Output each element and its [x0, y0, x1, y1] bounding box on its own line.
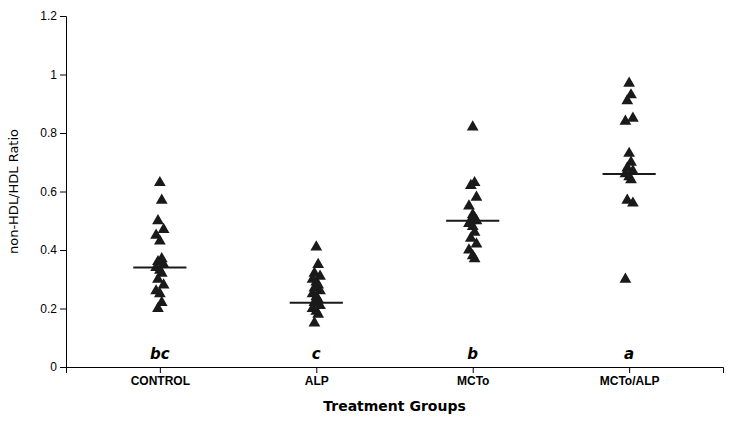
point	[152, 302, 164, 312]
y-tick-mark	[60, 75, 66, 76]
x-tick: CONTROL	[131, 367, 190, 388]
x-tick-label: ALP	[305, 374, 329, 388]
y-tick-mark	[60, 133, 66, 134]
point	[154, 287, 166, 297]
point	[154, 176, 166, 186]
y-tick: 1	[50, 68, 66, 82]
x-tick-mark	[316, 367, 317, 373]
median-line	[133, 267, 186, 269]
group-points	[620, 76, 639, 282]
y-tick-mark	[60, 309, 66, 310]
y-tick: 1.2	[40, 9, 66, 23]
y-tick-label: 0	[50, 360, 57, 374]
y-tick-label: 0.8	[40, 126, 57, 140]
point	[465, 179, 477, 189]
y-tick-mark	[60, 367, 66, 368]
significance-label: bc	[150, 345, 170, 363]
significance-label: c	[312, 345, 321, 363]
x-axis: CONTROL ALP MCTo MCTo/ALP	[67, 367, 724, 388]
y-tick: 0.2	[40, 302, 66, 316]
x-tick: ALP	[305, 367, 329, 388]
x-tick-mark	[629, 367, 630, 373]
point	[312, 308, 324, 318]
marks	[133, 76, 655, 326]
y-tick: 0.8	[40, 126, 66, 140]
point	[158, 223, 170, 233]
median-line	[290, 302, 343, 304]
point	[623, 147, 635, 157]
y-tick-label: 1	[50, 68, 57, 82]
significance-label: a	[624, 345, 634, 363]
point	[312, 258, 324, 268]
y-tick-label: 1.2	[40, 9, 57, 23]
y-tick-mark	[60, 16, 66, 17]
point	[310, 240, 322, 250]
y-tick-mark	[60, 192, 66, 193]
point	[627, 112, 639, 122]
point	[154, 234, 166, 244]
median-line	[603, 173, 656, 175]
point	[467, 120, 479, 130]
x-axis-title: Treatment Groups	[323, 398, 466, 414]
point	[156, 193, 168, 203]
median-line	[446, 220, 499, 222]
x-tick-label: MCTo/ALP	[600, 374, 660, 388]
point	[620, 115, 632, 125]
point	[309, 316, 321, 326]
point	[471, 191, 483, 201]
x-axis-line	[67, 368, 724, 374]
point	[620, 272, 632, 282]
y-axis: 0 0.2 0.4 0.6 0.8 1 1.2	[40, 9, 66, 374]
plot: 0 0.2 0.4 0.6 0.8 1 1.2 CONTROL ALP MCTo MCTo/ALP b…	[40, 9, 723, 387]
x-tick: MCTo/ALP	[600, 367, 660, 388]
annotations: bc c b a	[150, 345, 634, 363]
point	[621, 94, 633, 104]
point	[469, 252, 481, 262]
group-points	[307, 240, 326, 326]
y-axis-line	[60, 17, 67, 368]
group-points	[150, 176, 169, 312]
y-axis-title: non-HDL/HDL Ratio	[6, 129, 21, 254]
y-tick-label: 0.4	[40, 243, 57, 257]
point	[623, 76, 635, 86]
significance-label: b	[467, 345, 478, 363]
x-tick: MCTo	[457, 367, 489, 388]
x-tick-mark	[160, 367, 161, 373]
point	[463, 199, 475, 209]
y-tick-mark	[60, 250, 66, 251]
y-tick: 0.4	[40, 243, 66, 257]
y-tick-label: 0.6	[40, 185, 57, 199]
chart: 0 0.2 0.4 0.6 0.8 1 1.2 CONTROL ALP MCTo MCTo/ALP b…	[0, 0, 743, 425]
group-points	[463, 120, 482, 262]
y-tick: 0	[50, 360, 66, 374]
x-tick-mark	[473, 367, 474, 373]
y-tick: 0.6	[40, 185, 66, 199]
point	[627, 196, 639, 206]
y-tick-label: 0.2	[40, 302, 57, 316]
x-tick-label: CONTROL	[131, 374, 190, 388]
point	[152, 214, 164, 224]
point	[158, 278, 170, 288]
x-tick-label: MCTo	[457, 374, 489, 388]
point	[471, 237, 483, 247]
